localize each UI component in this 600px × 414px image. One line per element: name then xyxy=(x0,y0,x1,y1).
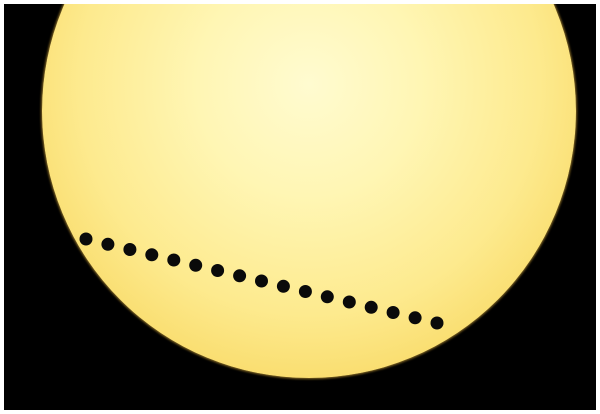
planet-dot xyxy=(342,295,356,309)
planet-dot xyxy=(233,269,247,283)
planet-dot xyxy=(320,290,334,304)
planet-dot xyxy=(101,237,115,251)
planet-dot xyxy=(386,306,400,319)
planet-dot xyxy=(145,248,159,262)
night-sky xyxy=(4,4,596,410)
planet-dot xyxy=(189,258,203,272)
planet-dot xyxy=(79,232,93,246)
planet-dot xyxy=(298,285,312,298)
planet-dot xyxy=(364,300,378,314)
planet-dot xyxy=(211,264,225,277)
planet-dot xyxy=(430,316,444,330)
planet-dot xyxy=(167,253,181,267)
planet-dot xyxy=(255,274,268,288)
planet-dot xyxy=(276,279,290,293)
planet-dot xyxy=(408,311,422,325)
planet-dot xyxy=(123,243,137,256)
